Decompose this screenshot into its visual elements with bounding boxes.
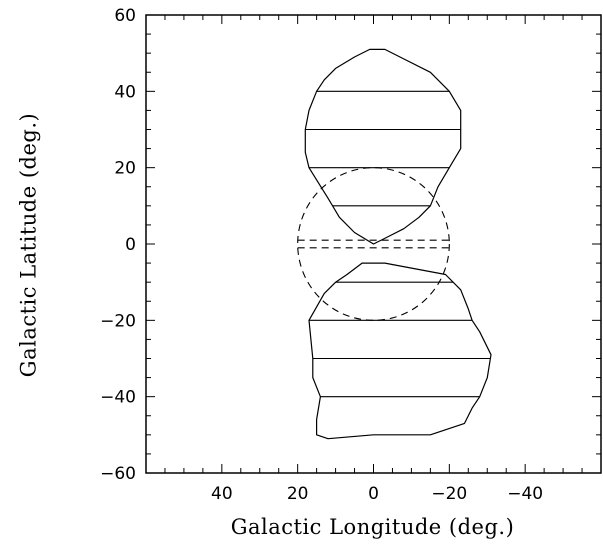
y-tick-label: 60 [114,6,136,26]
north-lobe-outline [304,48,462,245]
x-tick-label: −20 [431,484,467,504]
north_lobe-hatching [305,90,461,207]
y-tick-label: 40 [114,82,136,102]
tick-layer [145,14,602,474]
tick-labels: 40 20 0 −20 −40 60 40 20 0 −20 −40 −60 [100,6,543,504]
hatch-layer [305,90,491,398]
x-tick-label: −40 [507,484,543,504]
x-axis-title: Galactic Longitude (deg.) [231,515,515,539]
x-tick-label: 0 [368,484,379,504]
y-tick-label: 20 [114,159,136,179]
circle-layer [297,167,450,321]
south-lobe-outline [308,262,492,440]
y-tick-label: −40 [100,388,136,408]
y-tick-label: −60 [100,464,136,484]
x-tick-label: 20 [287,484,309,504]
y-axis-title: Galactic Latitude (deg.) [17,113,41,377]
y-tick-label: 0 [125,235,136,255]
lobe-layer [304,48,492,440]
south_lobe-hatching [309,281,491,398]
x-tick-label: 40 [211,484,233,504]
bulge-circle [297,167,450,321]
y-tick-label: −20 [100,311,136,331]
